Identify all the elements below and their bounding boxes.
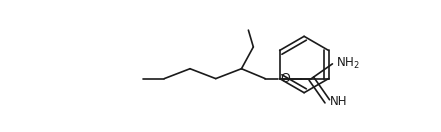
Text: NH: NH (330, 95, 348, 108)
Text: NH$_2$: NH$_2$ (336, 56, 360, 71)
Text: O: O (280, 72, 290, 85)
